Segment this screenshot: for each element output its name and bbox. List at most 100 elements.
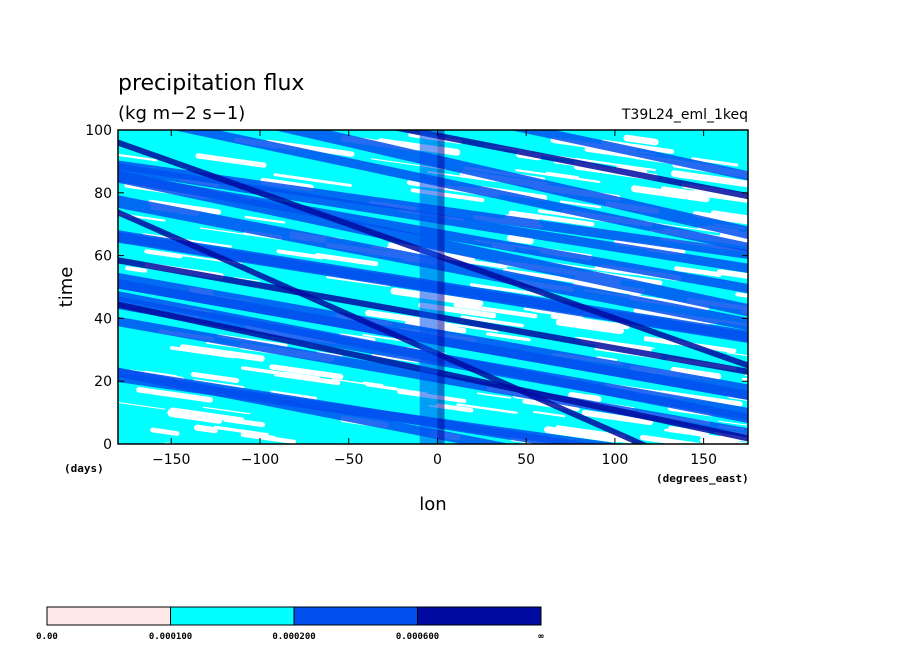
dry-streak <box>691 157 739 167</box>
dry-streak <box>668 425 710 436</box>
colorbar-label: 0.00 <box>36 632 58 642</box>
precip-band <box>172 130 748 253</box>
intensity-bands <box>118 130 748 444</box>
plot-area <box>118 130 748 444</box>
dry-streak <box>507 234 534 245</box>
dry-streak <box>719 231 748 242</box>
dry-streak <box>575 157 656 172</box>
precip-band <box>273 130 748 240</box>
dry-streak <box>692 190 748 203</box>
dry-streak <box>144 370 177 377</box>
dry-streak <box>699 437 746 444</box>
x-tick-label: −100 <box>241 452 279 468</box>
dry-streak <box>167 410 223 424</box>
dry-streak <box>194 424 218 434</box>
dry-streak <box>568 392 602 403</box>
dry-streak <box>735 292 748 298</box>
dry-streak <box>179 344 265 362</box>
y-axis: 0 20 40 60 80 100 <box>85 123 748 453</box>
dry-streak <box>544 426 619 443</box>
dry-streak <box>502 268 592 285</box>
colorbar-label: ∞ <box>538 632 544 642</box>
colorbar-label: 0.000100 <box>149 632 192 642</box>
chart-title: precipitation flux <box>118 71 304 96</box>
dry-streak <box>508 210 595 227</box>
precip-band <box>118 367 511 444</box>
y-tick-label: 60 <box>94 249 112 265</box>
x-tick-label: −150 <box>152 452 190 468</box>
dry-streak <box>674 266 707 275</box>
y-tick-label: 100 <box>85 123 112 139</box>
precip-band <box>509 130 748 181</box>
dry-streak <box>710 210 748 220</box>
dry-streak <box>664 428 740 442</box>
y-tick-label: 0 <box>103 437 112 453</box>
dry-streak <box>460 315 524 328</box>
dry-streak <box>164 442 178 444</box>
dry-streak <box>742 377 748 382</box>
x-axis: −150 −100 −50 0 50 100 150 <box>152 130 717 468</box>
x-tick-label: 50 <box>517 452 535 468</box>
precip-column <box>419 130 438 444</box>
dry-streak <box>533 410 566 418</box>
dry-streak <box>118 402 166 410</box>
colorbar-swatch <box>170 606 295 626</box>
dry-streak <box>169 346 235 359</box>
dry-streak <box>555 425 626 439</box>
precip-band <box>118 368 596 444</box>
dry-streak <box>190 371 240 384</box>
dry-streak <box>692 211 748 225</box>
dry-streak <box>234 277 261 282</box>
dry-streak <box>314 253 379 267</box>
y-tick-label: 40 <box>94 311 112 327</box>
colorbar-label: 0.000200 <box>272 632 315 642</box>
dry-streak <box>136 387 214 403</box>
dry-streak <box>118 153 158 162</box>
dry-streak <box>744 373 748 377</box>
plot-frame <box>117 129 749 445</box>
precip-band <box>118 209 649 444</box>
x-axis-label: lon <box>419 494 446 515</box>
dry-streak <box>276 249 324 260</box>
dry-streak <box>169 407 245 423</box>
dry-streak <box>453 302 538 319</box>
dry-streak <box>613 239 686 255</box>
dry-streak <box>631 185 710 203</box>
y-axis-label: time <box>56 267 77 308</box>
dry-streak <box>273 173 352 187</box>
precip-band <box>392 130 748 200</box>
dry-streak <box>326 275 391 287</box>
dry-streak <box>213 425 269 437</box>
dry-streak <box>243 431 276 440</box>
colorbar-swatch <box>46 606 171 626</box>
colorbar-swatch <box>293 606 418 626</box>
dry-streak <box>726 352 748 357</box>
y-units-label: (days) <box>64 462 104 475</box>
x-tick-label: 0 <box>433 452 442 468</box>
colorbar-swatch <box>417 606 542 626</box>
x-tick-label: −50 <box>334 452 364 468</box>
dry-streak <box>240 366 295 377</box>
dry-streak <box>244 215 286 224</box>
dry-streak <box>716 269 748 279</box>
dry-streak <box>581 409 654 426</box>
dry-streak <box>270 390 317 400</box>
precip-column <box>437 130 445 444</box>
colorbar: 0.00 0.000100 0.000200 0.000600 ∞ <box>36 606 544 642</box>
dry-streak <box>559 200 602 209</box>
dry-streak <box>456 403 518 415</box>
dry-streak <box>193 379 245 389</box>
dry-streak <box>365 383 428 395</box>
dry-streak <box>661 186 698 196</box>
dry-streak <box>486 332 531 342</box>
dry-streak <box>125 266 148 273</box>
dry-streak <box>202 406 251 415</box>
dry-streak <box>545 171 579 179</box>
dry-streak <box>623 134 659 146</box>
experiment-label: T39L24_eml_1keq <box>621 107 748 123</box>
dry-streak <box>523 306 584 319</box>
precip-band <box>118 372 622 444</box>
y-tick-label: 80 <box>94 186 112 202</box>
dry-streak <box>199 227 283 241</box>
